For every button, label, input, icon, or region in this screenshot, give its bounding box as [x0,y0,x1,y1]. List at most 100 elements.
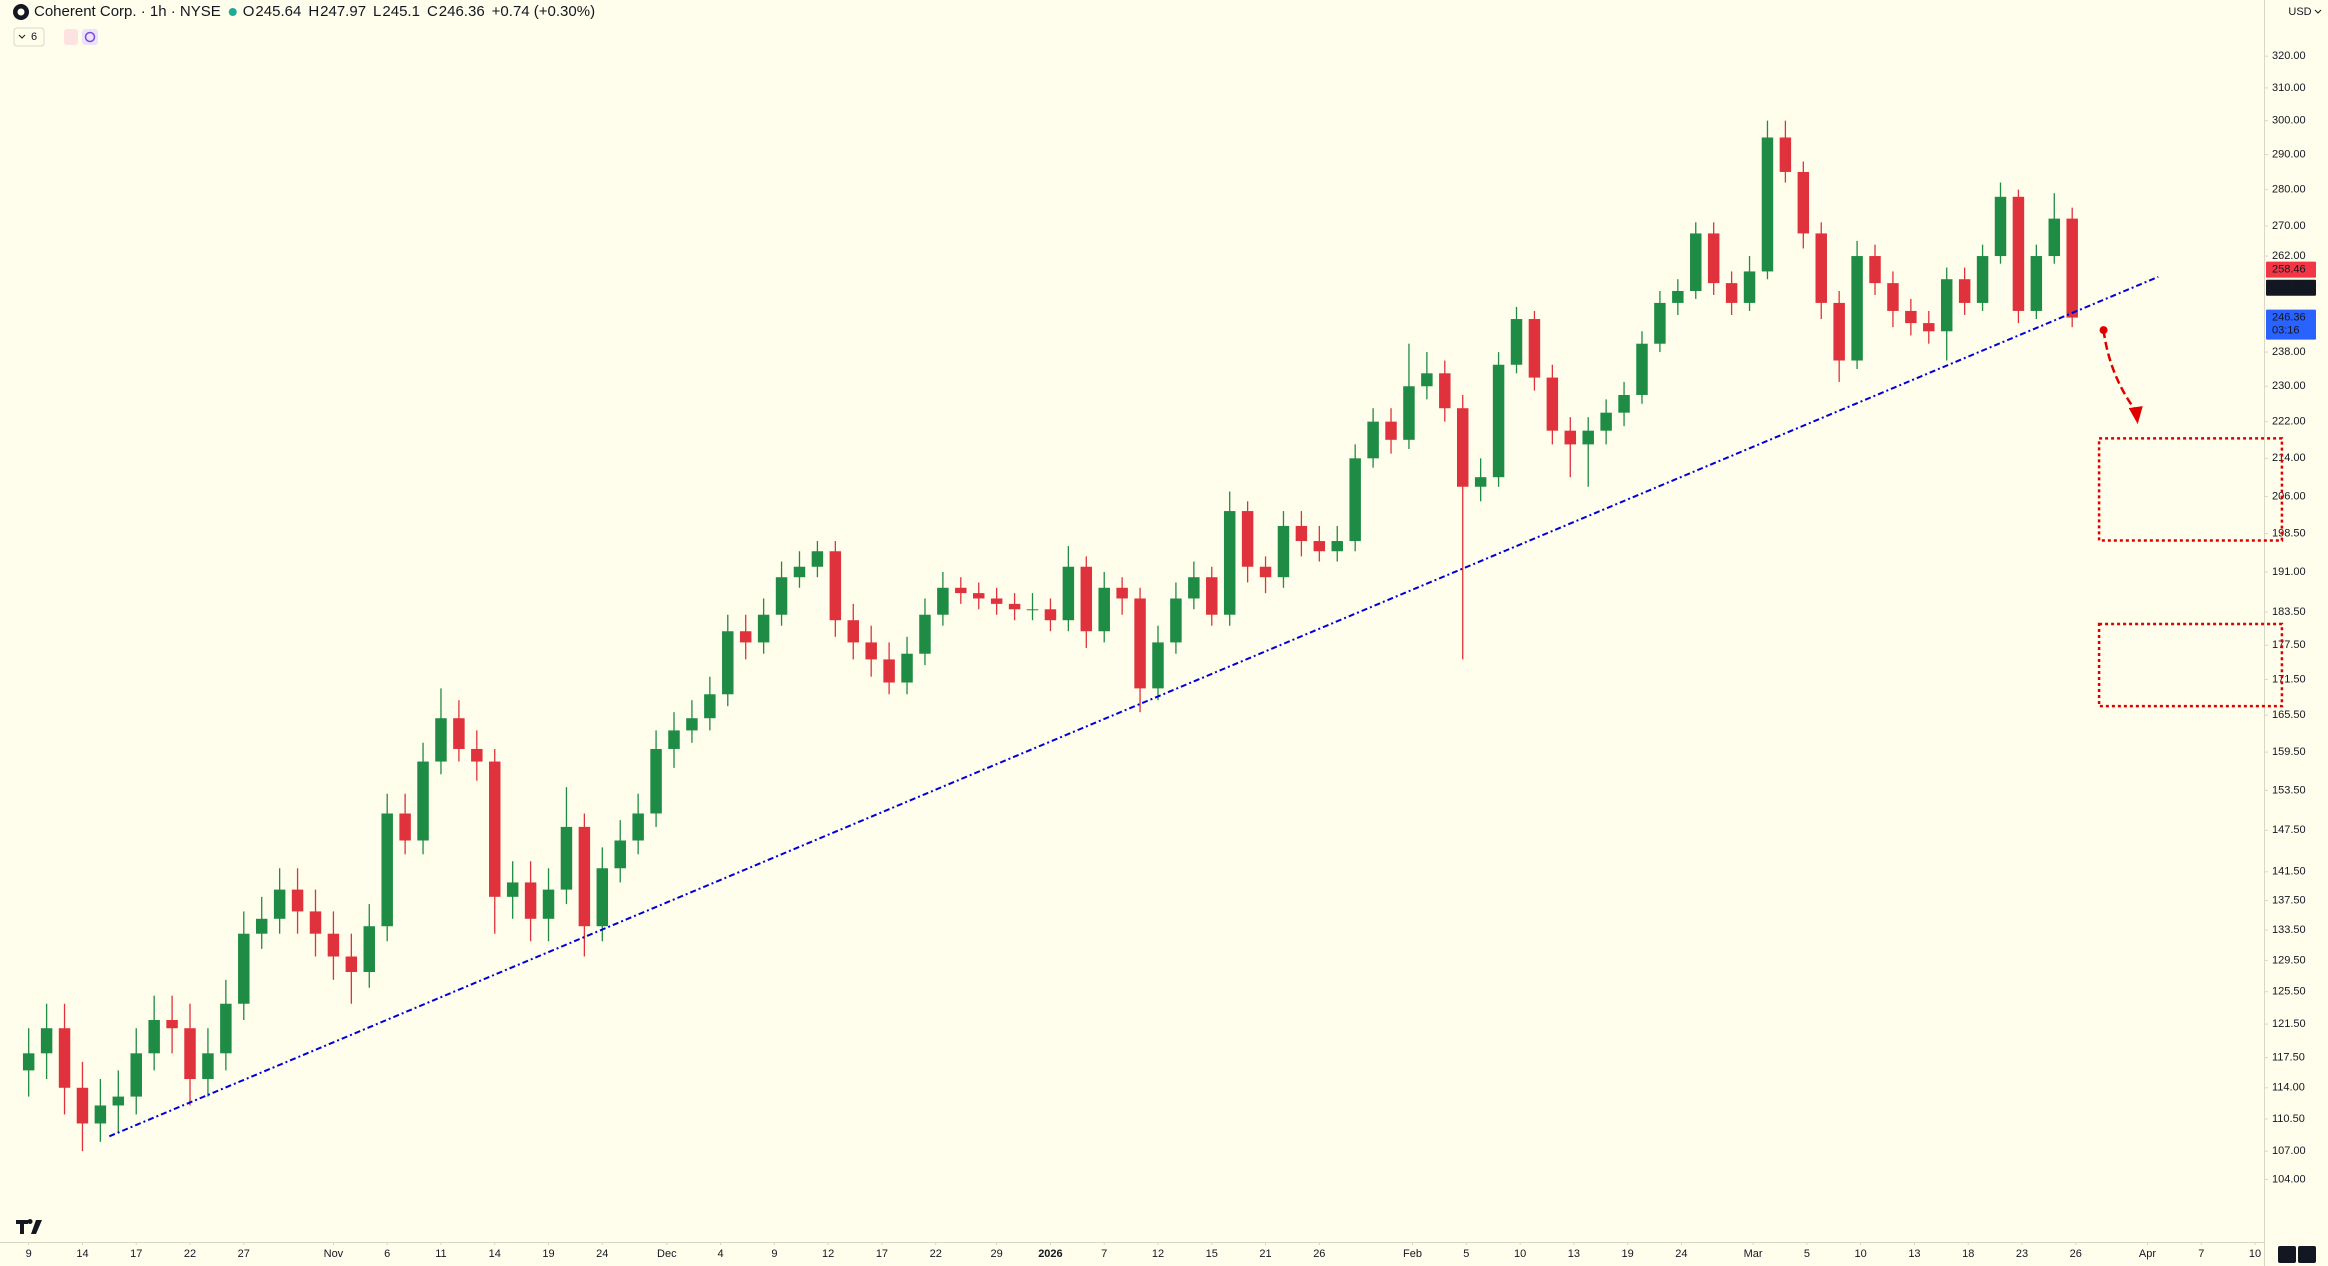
candle-body [363,926,376,973]
candle-body [112,1096,125,1106]
candle-body [1241,511,1254,567]
candle-body [1116,587,1128,599]
candle-body [309,911,322,934]
candle-body [1707,233,1720,284]
x-tick-label: 10 [1514,1248,1526,1260]
candle-body [76,1087,89,1124]
y-tick-label: 141.50 [2272,866,2306,878]
candle-body [847,620,859,643]
x-tick-label: 21 [1259,1248,1271,1260]
y-tick-label: 280.00 [2272,184,2306,196]
x-tick-label: 24 [1675,1248,1687,1260]
candle-body [453,718,465,749]
candle-body [793,566,806,578]
x-tick-label: Mar [1744,1248,1763,1260]
x-tick-label: 18 [1962,1248,1974,1260]
candle-body [291,889,304,912]
y-tick-label: 183.50 [2272,606,2306,618]
tv-logo-shape [16,1219,42,1234]
x-tick-label: 12 [1152,1248,1164,1260]
candle-body [1672,290,1684,303]
candle-body [1439,373,1451,409]
y-tick-label: 290.00 [2272,148,2306,160]
candle-body [1026,609,1039,611]
x-tick-label: 17 [130,1248,142,1260]
y-tick-label: 238.00 [2272,346,2306,358]
candle-body [58,1028,71,1088]
candle-body [1510,319,1523,365]
y-tick-label: 114.00 [2272,1082,2305,1094]
candle-body [1223,511,1236,615]
y-tick-label: 222.00 [2272,416,2306,428]
indicator-toggle[interactable] [13,27,45,47]
candle-body [2066,218,2078,318]
candle-body [883,659,895,683]
candle-body [22,1053,35,1071]
x-tick-label: 12 [822,1248,834,1260]
x-tick-label: 4 [718,1248,724,1260]
x-tick-label: Nov [324,1248,344,1260]
candle-body [990,598,1003,604]
y-tick-label: 177.50 [2272,639,2306,651]
x-tick-label: 26 [1313,1248,1325,1260]
candle-body [94,1105,107,1124]
candle-body [148,1019,160,1054]
candle-body [327,933,340,957]
y-tick-label: 153.50 [2272,784,2306,796]
scale-button[interactable] [2298,1246,2316,1263]
candle-body [1618,394,1630,413]
scale-button-label: A [2283,1249,2291,1261]
candle-body [1654,302,1666,344]
x-tick-label: 22 [930,1248,942,1260]
currency-caret [2314,9,2322,14]
tv-logo [16,1219,42,1234]
x-tick-label: 5 [1804,1248,1810,1260]
y-tick-label: 198.50 [2272,527,2306,539]
x-tick-label: 13 [1908,1248,1920,1260]
candle-body [722,631,734,695]
candle-body [704,694,716,719]
candle-body [1313,541,1326,552]
candle-body [1743,271,1756,303]
y-tick-label: 133.50 [2272,924,2306,936]
candle-body [1098,587,1110,632]
candle-body [1456,408,1469,487]
currency-label: USD [2288,6,2311,18]
candle-body [1259,566,1272,578]
x-tick-label: 9 [26,1248,32,1260]
x-tick-label: 22 [184,1248,196,1260]
candle-body [1833,302,1845,361]
candle-body [1206,577,1218,615]
header-text: Coherent Corp. · 1h · NYSE [34,3,221,20]
candle-body [1421,373,1433,387]
x-tick-label: Feb [1403,1248,1422,1260]
candle-body [901,653,913,683]
candle-body [435,718,447,762]
x-tick-label: 7 [2198,1248,2204,1260]
candle-body [1062,566,1075,621]
header-text: O [243,3,255,20]
y-tick-label: 121.50 [2272,1018,2306,1030]
header-text: C [427,3,438,20]
candle-body [1474,477,1487,487]
y-tick-label: 320.00 [2272,50,2306,62]
scale-button[interactable] [2278,1246,2296,1263]
x-tick-label: 26 [2070,1248,2082,1260]
candle-body [2030,256,2043,311]
target-zone [2097,437,2284,542]
x-tick-label: 13 [1568,1248,1580,1260]
header-text: 246.36 [439,3,485,20]
x-tick-label: 27 [238,1248,250,1260]
x-tick-label: 6 [384,1248,390,1260]
candle-body [614,840,626,869]
candle-body [2012,196,2025,311]
y-tick-label: 214.00 [2272,452,2306,464]
symbol-logo-inner [17,8,25,16]
candle-body [40,1028,53,1054]
price-label: 253.81 [2272,282,2306,294]
y-tick-label: 310.00 [2272,82,2306,94]
candle-body [1725,283,1738,303]
candle-body [686,718,698,731]
y-tick-label: 125.50 [2272,986,2306,998]
